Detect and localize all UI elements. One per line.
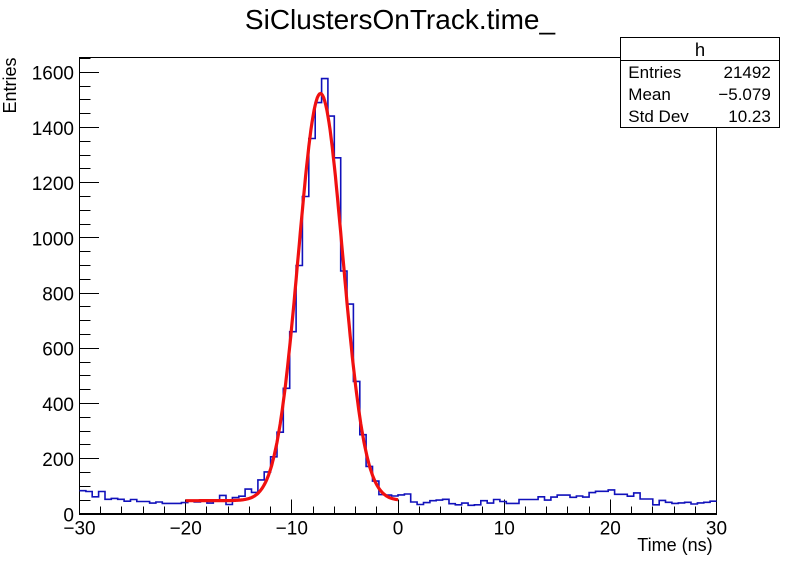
svg-text:21492: 21492 <box>724 63 771 82</box>
svg-text:0: 0 <box>63 505 74 526</box>
svg-text:200: 200 <box>42 450 74 471</box>
svg-text:1200: 1200 <box>32 174 74 195</box>
svg-text:600: 600 <box>42 340 74 361</box>
svg-text:Mean: Mean <box>628 85 671 104</box>
svg-text:−10: −10 <box>276 519 308 540</box>
svg-text:1000: 1000 <box>32 229 74 250</box>
svg-text:−5.079: −5.079 <box>718 85 770 104</box>
svg-text:20: 20 <box>600 519 621 540</box>
svg-text:1400: 1400 <box>32 119 74 140</box>
svg-text:1600: 1600 <box>32 64 74 85</box>
svg-text:SiClustersOnTrack.time_: SiClustersOnTrack.time_ <box>245 4 556 35</box>
svg-text:Std Dev: Std Dev <box>628 107 689 126</box>
svg-text:0: 0 <box>393 519 404 540</box>
svg-text:h: h <box>695 39 705 60</box>
svg-text:Entries: Entries <box>628 63 681 82</box>
svg-text:−30: −30 <box>63 519 95 540</box>
svg-text:Entries: Entries <box>0 57 20 113</box>
svg-text:800: 800 <box>42 285 74 306</box>
svg-text:10.23: 10.23 <box>728 107 771 126</box>
svg-text:400: 400 <box>42 395 74 416</box>
svg-text:30: 30 <box>706 519 727 540</box>
svg-text:Time (ns): Time (ns) <box>637 535 712 555</box>
svg-text:10: 10 <box>494 519 515 540</box>
svg-text:−20: −20 <box>170 519 202 540</box>
